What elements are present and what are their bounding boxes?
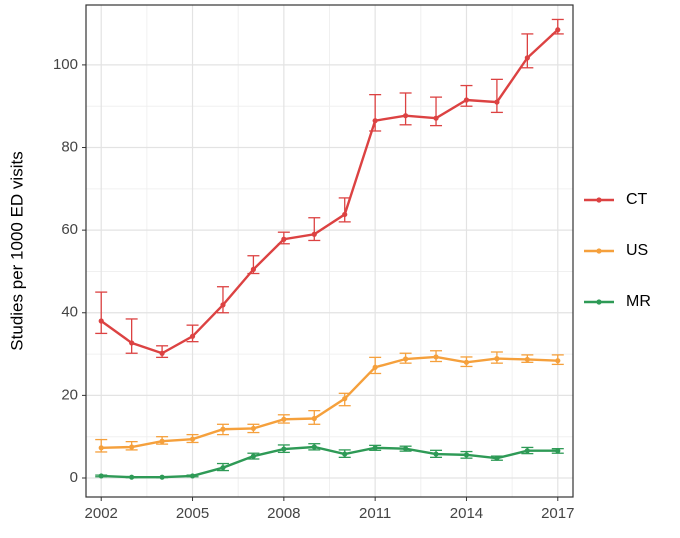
point bbox=[159, 438, 165, 444]
y-axis-label: Studies per 1000 ED visits bbox=[7, 151, 26, 350]
point bbox=[342, 211, 348, 218]
point bbox=[189, 473, 196, 479]
point bbox=[159, 350, 165, 356]
point bbox=[433, 451, 439, 457]
point bbox=[494, 356, 500, 362]
y-tick-label: 0 bbox=[70, 469, 78, 486]
point bbox=[524, 356, 530, 363]
point bbox=[402, 113, 409, 119]
point bbox=[250, 453, 257, 459]
point bbox=[281, 416, 287, 422]
legend-label: MR bbox=[626, 293, 651, 310]
point bbox=[98, 318, 104, 324]
point bbox=[342, 396, 348, 402]
y-tick-label: 80 bbox=[61, 138, 78, 155]
point bbox=[463, 359, 470, 365]
x-tick-label: 2014 bbox=[450, 505, 483, 522]
error-bar bbox=[216, 286, 229, 314]
error-bar bbox=[95, 291, 108, 335]
error-bar bbox=[369, 93, 382, 132]
point bbox=[281, 236, 287, 242]
legend-swatch-point bbox=[596, 299, 602, 305]
point bbox=[433, 354, 439, 360]
error-bar bbox=[125, 318, 138, 354]
error-bar bbox=[308, 217, 321, 242]
error-bar bbox=[186, 324, 199, 343]
x-tick-label: 2011 bbox=[359, 505, 391, 522]
point bbox=[250, 425, 257, 432]
legend-label: CT bbox=[626, 191, 648, 208]
y-tick-label: 100 bbox=[53, 56, 78, 73]
point bbox=[220, 465, 226, 471]
point bbox=[250, 266, 257, 272]
point bbox=[372, 445, 378, 451]
series bbox=[95, 443, 564, 480]
point bbox=[189, 333, 196, 339]
point bbox=[372, 118, 378, 124]
point bbox=[342, 451, 348, 457]
point bbox=[220, 302, 226, 308]
point bbox=[98, 473, 104, 479]
point bbox=[129, 474, 135, 480]
series bbox=[95, 18, 564, 359]
point bbox=[159, 474, 165, 480]
point bbox=[129, 340, 135, 346]
error-bar bbox=[521, 33, 534, 69]
point bbox=[524, 55, 530, 61]
point bbox=[555, 358, 561, 364]
series bbox=[95, 350, 564, 453]
legend-swatch-point bbox=[596, 248, 602, 254]
point bbox=[129, 444, 135, 450]
x-tick-label: 2017 bbox=[541, 505, 574, 522]
legend-label: US bbox=[626, 242, 648, 259]
point bbox=[463, 452, 470, 458]
error-bar bbox=[490, 78, 503, 114]
point bbox=[402, 446, 409, 452]
y-tick-label: 60 bbox=[61, 221, 78, 238]
line bbox=[100, 28, 559, 355]
x-tick-label: 2008 bbox=[267, 505, 300, 522]
error-bar bbox=[399, 92, 412, 126]
point bbox=[220, 426, 226, 432]
point bbox=[402, 356, 409, 362]
point bbox=[189, 436, 196, 442]
point bbox=[494, 455, 500, 461]
point bbox=[463, 97, 470, 103]
line bbox=[101, 445, 558, 479]
line bbox=[101, 355, 558, 450]
point bbox=[524, 448, 530, 454]
point bbox=[494, 99, 500, 105]
error-bar bbox=[460, 84, 473, 107]
error-bar bbox=[338, 197, 351, 223]
point bbox=[433, 115, 439, 121]
point bbox=[281, 446, 287, 452]
y-tick-label: 40 bbox=[61, 304, 78, 321]
point bbox=[311, 415, 317, 422]
point bbox=[98, 445, 104, 451]
plot-border bbox=[85, 4, 574, 498]
point bbox=[555, 27, 561, 33]
error-bar bbox=[430, 96, 443, 127]
point bbox=[372, 364, 378, 370]
point bbox=[555, 448, 561, 454]
x-tick-label: 2002 bbox=[85, 505, 118, 522]
point bbox=[311, 231, 317, 237]
x-tick-label: 2005 bbox=[176, 505, 209, 522]
point bbox=[311, 444, 317, 450]
y-tick-label: 20 bbox=[61, 386, 78, 403]
legend-swatch-point bbox=[596, 197, 602, 203]
